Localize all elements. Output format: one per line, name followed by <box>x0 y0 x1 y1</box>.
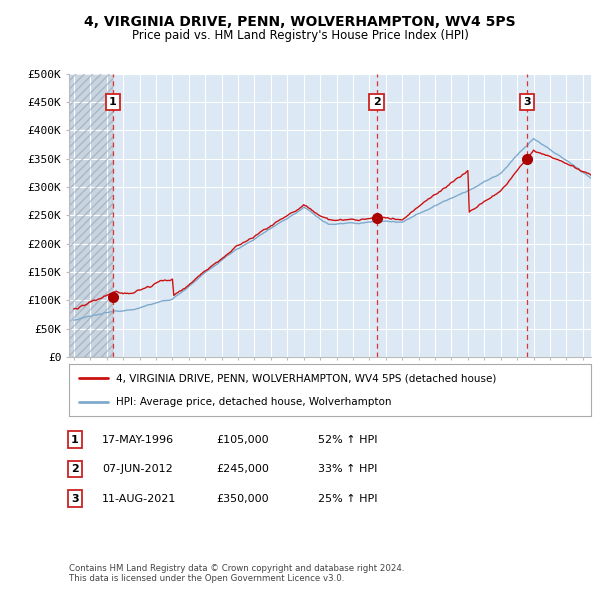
Text: 2: 2 <box>71 464 79 474</box>
Text: 1: 1 <box>71 435 79 444</box>
Text: 4, VIRGINIA DRIVE, PENN, WOLVERHAMPTON, WV4 5PS: 4, VIRGINIA DRIVE, PENN, WOLVERHAMPTON, … <box>84 15 516 29</box>
Text: 52% ↑ HPI: 52% ↑ HPI <box>318 435 377 444</box>
Text: 25% ↑ HPI: 25% ↑ HPI <box>318 494 377 503</box>
Text: Contains HM Land Registry data © Crown copyright and database right 2024.
This d: Contains HM Land Registry data © Crown c… <box>69 563 404 583</box>
Text: 11-AUG-2021: 11-AUG-2021 <box>102 494 176 503</box>
Bar <box>69 74 113 357</box>
Text: HPI: Average price, detached house, Wolverhampton: HPI: Average price, detached house, Wolv… <box>116 397 391 407</box>
Bar <box>69 74 113 357</box>
Text: £245,000: £245,000 <box>216 464 269 474</box>
Text: 2: 2 <box>373 97 380 107</box>
Text: 07-JUN-2012: 07-JUN-2012 <box>102 464 173 474</box>
Text: £350,000: £350,000 <box>216 494 269 503</box>
Text: 4, VIRGINIA DRIVE, PENN, WOLVERHAMPTON, WV4 5PS (detached house): 4, VIRGINIA DRIVE, PENN, WOLVERHAMPTON, … <box>116 373 496 383</box>
Text: 17-MAY-1996: 17-MAY-1996 <box>102 435 174 444</box>
Text: 3: 3 <box>523 97 531 107</box>
Text: 33% ↑ HPI: 33% ↑ HPI <box>318 464 377 474</box>
Text: Price paid vs. HM Land Registry's House Price Index (HPI): Price paid vs. HM Land Registry's House … <box>131 30 469 42</box>
Text: 1: 1 <box>109 97 117 107</box>
Text: 3: 3 <box>71 494 79 503</box>
Text: £105,000: £105,000 <box>216 435 269 444</box>
